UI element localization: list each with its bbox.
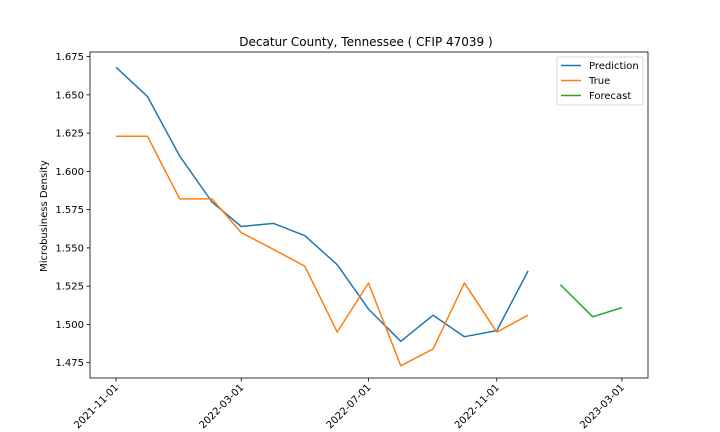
- legend: Prediction True Forecast: [556, 56, 644, 106]
- y-tick-label: 1.575: [55, 205, 84, 216]
- legend-label-forecast: Forecast: [589, 91, 631, 102]
- y-tick-label: 1.625: [55, 129, 84, 140]
- legend-label-prediction: Prediction: [589, 61, 639, 72]
- y-axis-label: Microbusiness Density: [39, 160, 50, 272]
- y-tick-label: 1.600: [55, 167, 84, 178]
- legend-box: [556, 56, 644, 106]
- y-tick-label: 1.550: [55, 243, 84, 254]
- y-tick-label: 1.675: [55, 52, 84, 63]
- plot-area: [115, 66, 623, 367]
- chart-title: Decatur County, Tennessee ( CFIP 47039 ): [239, 35, 492, 49]
- y-tick-label: 1.475: [55, 358, 84, 369]
- series-line-prediction: [115, 66, 529, 343]
- legend-label-true: True: [588, 76, 610, 87]
- series-line-true: [116, 135, 529, 367]
- y-tick-label: 1.525: [55, 282, 84, 293]
- series-line-forecast: [559, 284, 623, 318]
- y-tick-label: 1.650: [55, 90, 84, 101]
- y-tick-label: 1.500: [55, 320, 84, 331]
- plot-frame: [89, 51, 649, 379]
- y-axis: 1.475 1.500 1.525 1.550 1.575 1.600 1.625 1.650…: [55, 52, 90, 369]
